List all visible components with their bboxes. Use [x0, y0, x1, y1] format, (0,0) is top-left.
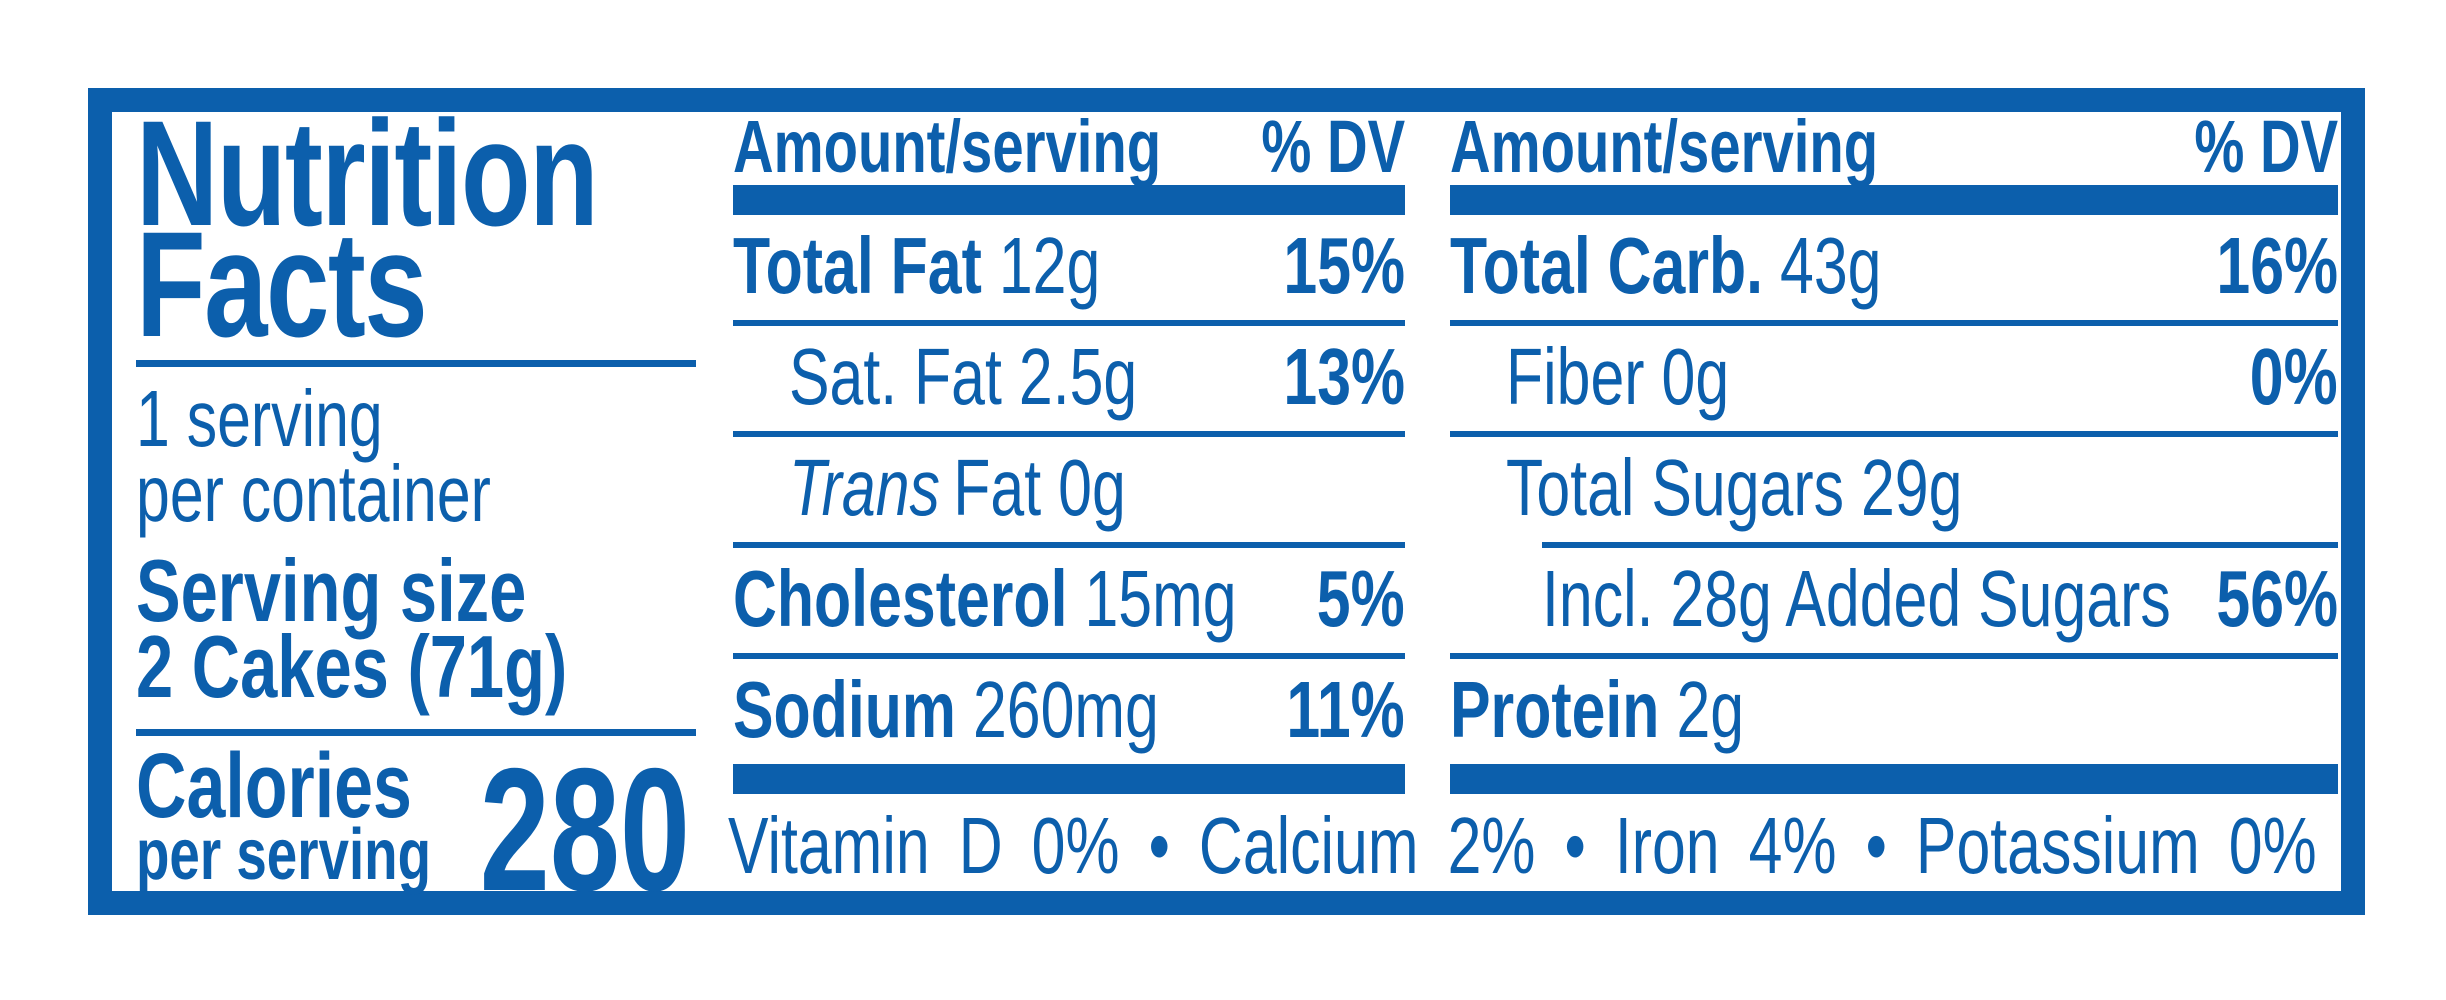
footer-bar: [1450, 764, 2338, 794]
nutrition-facts-label: Nutrition Facts 1 serving per container …: [88, 88, 2365, 918]
nutrient-row-trans-fat: Trans Fat 0g: [733, 437, 1405, 542]
amount-per-serving-header: Amount/serving: [733, 105, 1162, 188]
calories-label-line-2: per serving: [136, 815, 432, 895]
column-1-header: Amount/serving % DV: [733, 105, 1405, 188]
title-line-2: Facts: [136, 200, 428, 368]
column-2-header: Amount/serving % DV: [1450, 105, 2338, 188]
row-divider: [733, 542, 1405, 548]
nutrient-name: Total Carb.: [1450, 220, 1764, 310]
title-line-1: Nutrition: [136, 89, 599, 257]
nutrient-row-total-sugars: Total Sugars 29g: [1450, 437, 2338, 542]
nutrient-name: Fiber: [1506, 331, 1645, 421]
nutrient-amount: 43g: [1780, 220, 1882, 310]
percent-dv-header: % DV: [1261, 105, 1405, 188]
label-inner: Nutrition Facts 1 serving per container …: [112, 89, 2341, 918]
row-divider: [1450, 320, 2338, 326]
nutrient-dv: 0%: [2250, 331, 2338, 421]
nutrient-row-protein: Protein 2g: [1450, 659, 2338, 764]
nutrient-amount: 2.5g: [1018, 331, 1138, 421]
divider-under-title: [136, 360, 696, 367]
nutrient-dv: 11%: [1286, 664, 1405, 754]
nutrient-name: Total Fat: [733, 220, 982, 310]
calories-value: 280: [479, 733, 690, 928]
summary-column: Nutrition Facts 1 serving per container …: [136, 89, 696, 918]
nutrient-amount: 260mg: [972, 664, 1159, 754]
servings-line-2: per container: [136, 449, 491, 538]
nutrient-dv: 15%: [1283, 220, 1405, 310]
row-divider: [733, 431, 1405, 437]
nutrient-name: Protein: [1450, 664, 1660, 754]
percent-dv-header: % DV: [2194, 105, 2338, 188]
nutrient-name: Incl. 28g Added Sugars: [1542, 553, 2171, 643]
nutrient-dv: 5%: [1317, 553, 1405, 643]
nutrient-row-total-fat: Total Fat 12g 15%: [733, 215, 1405, 320]
nutrient-row-sat-fat: Sat. Fat 2.5g 13%: [733, 326, 1405, 431]
serving-size-label: Serving size: [136, 541, 527, 640]
nutrient-name: Total Sugars: [1506, 442, 1844, 532]
nutrient-row-cholesterol: Cholesterol 15mg 5%: [733, 548, 1405, 653]
nutrient-name-italic: Trans: [789, 442, 940, 532]
header-bar: [733, 185, 1405, 215]
nutrient-name: Sodium: [733, 664, 956, 754]
nutrient-name: Cholesterol: [733, 553, 1068, 643]
nutrient-row-total-carb: Total Carb. 43g 16%: [1450, 215, 2338, 320]
nutrient-name: Sat. Fat: [789, 331, 1002, 421]
row-divider-indented: [1542, 542, 2338, 548]
nutrient-amount: 29g: [1860, 442, 1963, 532]
nutrient-dv: 13%: [1283, 331, 1405, 421]
divider-under-serving-size: [136, 729, 696, 736]
nutrient-amount: 2g: [1676, 664, 1745, 754]
nutrient-dv: 16%: [2216, 220, 2338, 310]
nutrient-column-1: Amount/serving % DV Total Fat 12g 15% Sat…: [733, 105, 1405, 794]
nutrient-amount: 0g: [1661, 331, 1730, 421]
serving-size: Serving size 2 Cakes (71g): [136, 541, 696, 716]
amount-per-serving-header: Amount/serving: [1450, 105, 1879, 188]
calories-block: Calories per serving 280: [136, 735, 696, 918]
calories-label-line-1: Calories: [136, 735, 412, 837]
servings-per-container: 1 serving per container: [136, 374, 696, 538]
serving-size-value: 2 Cakes (71g): [136, 617, 568, 716]
row-divider: [733, 653, 1405, 659]
micronutrients-footnote: Vitamin D 0% • Calcium 2% • Iron 4% • Po…: [728, 801, 2317, 890]
nutrient-column-2: Amount/serving % DV Total Carb. 43g 16% F…: [1450, 105, 2338, 794]
nutrient-row-added-sugars: Incl. 28g Added Sugars 56%: [1450, 548, 2338, 653]
nutrient-amount: 12g: [998, 220, 1101, 310]
nutrient-row-sodium: Sodium 260mg 11%: [733, 659, 1405, 764]
nutrient-row-fiber: Fiber 0g 0%: [1450, 326, 2338, 431]
nutrient-dv: 56%: [2216, 553, 2338, 643]
label-title: Nutrition Facts: [136, 89, 696, 368]
nutrient-name: Fat: [953, 442, 1042, 532]
nutrient-amount: 15mg: [1084, 553, 1237, 643]
footer-bar: [733, 764, 1405, 794]
row-divider: [1450, 653, 2338, 659]
calories-label: Calories per serving: [136, 735, 696, 895]
servings-line-1: 1 serving: [136, 374, 383, 463]
row-divider: [733, 320, 1405, 326]
header-bar: [1450, 185, 2338, 215]
nutrient-amount: 0g: [1058, 442, 1126, 532]
row-divider: [1450, 431, 2338, 437]
